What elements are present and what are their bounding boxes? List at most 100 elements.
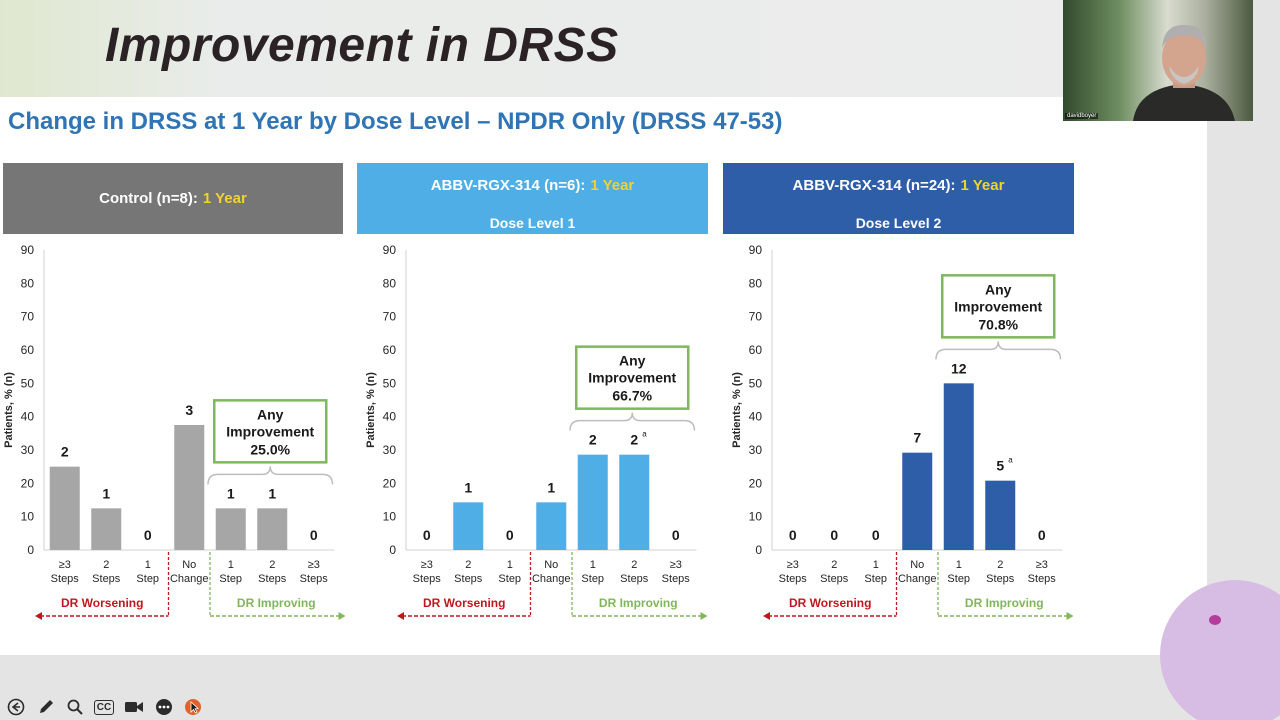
x-tick-label: Steps bbox=[258, 573, 287, 585]
worsening-arrowhead bbox=[35, 612, 42, 620]
bar-value-label: 0 bbox=[1038, 527, 1046, 543]
improvement-box-line1: Any bbox=[257, 406, 284, 422]
bar-value-label: 2 bbox=[589, 432, 597, 448]
x-tick-label: Steps bbox=[92, 573, 121, 585]
bar-value-label: 3 bbox=[185, 402, 193, 418]
x-tick-label: Steps bbox=[820, 573, 849, 585]
improvement-box-value: 66.7% bbox=[612, 388, 652, 404]
captions-button[interactable]: CC bbox=[93, 697, 115, 717]
presentation-toolbar: CC bbox=[0, 693, 220, 720]
y-tick-label: 20 bbox=[383, 476, 397, 490]
improvement-box-line2: Improvement bbox=[226, 423, 314, 439]
x-tick-label: Change bbox=[532, 573, 571, 585]
bar-value-label: 0 bbox=[144, 527, 152, 543]
video-camera-icon[interactable] bbox=[123, 697, 145, 717]
panel-header-label: Control (n=8): bbox=[99, 190, 198, 207]
search-icon[interactable] bbox=[64, 697, 86, 717]
y-tick-label: 80 bbox=[749, 276, 763, 290]
title-band bbox=[0, 0, 1207, 97]
improvement-box-line2: Improvement bbox=[954, 298, 1042, 314]
x-tick-label: 2 bbox=[997, 559, 1003, 571]
improvement-box bbox=[575, 345, 690, 410]
improving-label: DR Improving bbox=[965, 596, 1044, 610]
improving-arrowhead bbox=[700, 612, 708, 620]
worsening-label: DR Worsening bbox=[423, 596, 505, 610]
y-tick-label: 60 bbox=[21, 343, 35, 357]
x-tick-label: ≥3 bbox=[787, 559, 799, 571]
more-options-icon[interactable] bbox=[153, 697, 175, 717]
x-tick-label: Steps bbox=[662, 573, 691, 585]
x-tick-label: Step bbox=[947, 573, 970, 585]
captions-label: CC bbox=[93, 699, 115, 715]
x-tick-label: 1 bbox=[507, 559, 513, 571]
improving-label: DR Improving bbox=[599, 596, 678, 610]
x-tick-label: ≥3 bbox=[308, 559, 320, 571]
y-tick-label: 10 bbox=[21, 510, 35, 524]
bar-value-label: 12 bbox=[951, 360, 967, 376]
improvement-box-value: 25.0% bbox=[250, 441, 290, 457]
participant-video[interactable]: davidboyer bbox=[1063, 0, 1253, 121]
y-tick-label: 20 bbox=[749, 476, 763, 490]
y-tick-label: 10 bbox=[749, 510, 763, 524]
improving-label: DR Improving bbox=[237, 596, 316, 610]
panel-header-year: 1 Year bbox=[590, 177, 635, 194]
bar-value-label: 0 bbox=[506, 527, 514, 543]
bar-value-label: 1 bbox=[547, 479, 555, 495]
panel-sub-header: Dose Level 1 bbox=[489, 215, 576, 231]
x-tick-label: Step bbox=[219, 573, 242, 585]
x-tick-label: No bbox=[182, 559, 196, 571]
x-tick-label: Change bbox=[898, 573, 937, 585]
panel-sub-header: Dose Level 2 bbox=[855, 215, 942, 231]
y-tick-label: 90 bbox=[749, 243, 763, 257]
improving-arrowhead bbox=[338, 612, 346, 620]
y-axis-title: Patients, % (n) bbox=[365, 372, 377, 448]
bar-value-label: 1 bbox=[102, 485, 110, 501]
y-tick-label: 70 bbox=[749, 310, 763, 324]
improvement-bracket bbox=[569, 412, 696, 431]
pen-icon[interactable] bbox=[35, 697, 57, 717]
bar-label-superscript: a bbox=[1008, 456, 1013, 465]
x-tick-label: Steps bbox=[413, 573, 442, 585]
panel-header-year: 1 Year bbox=[202, 190, 247, 207]
back-icon[interactable] bbox=[5, 697, 27, 717]
presentation-slide: Improvement in DRSS Change in DRSS at 1 … bbox=[0, 0, 1207, 655]
bar-label-superscript: a bbox=[642, 430, 647, 439]
panel-header-control: Control (n=8): 1 Year bbox=[3, 163, 343, 234]
worsening-label: DR Worsening bbox=[61, 596, 143, 610]
x-tick-label: Step bbox=[498, 573, 521, 585]
y-tick-label: 60 bbox=[383, 343, 397, 357]
bar bbox=[49, 466, 80, 550]
bar-value-label: 1 bbox=[227, 485, 235, 501]
x-tick-label: Step bbox=[864, 573, 887, 585]
x-tick-label: Steps bbox=[779, 573, 808, 585]
bar bbox=[536, 502, 567, 550]
bar-value-label: 2 bbox=[61, 444, 69, 460]
x-tick-label: Step bbox=[581, 573, 604, 585]
y-tick-label: 60 bbox=[749, 343, 763, 357]
panel-header-dose1: ABBV-RGX-314 (n=6): 1 Year Dose Level 1 bbox=[357, 163, 708, 234]
x-tick-label: 2 bbox=[103, 559, 109, 571]
bar-value-label: 1 bbox=[464, 479, 472, 495]
x-tick-label: ≥3 bbox=[59, 559, 71, 571]
y-tick-label: 90 bbox=[383, 243, 397, 257]
y-tick-label: 0 bbox=[389, 543, 396, 557]
y-tick-label: 30 bbox=[749, 443, 763, 457]
y-tick-label: 50 bbox=[383, 376, 397, 390]
bar bbox=[902, 452, 933, 550]
bar bbox=[257, 508, 288, 550]
slide-title: Improvement in DRSS bbox=[105, 19, 619, 72]
x-tick-label: 1 bbox=[590, 559, 596, 571]
panel-header-label: ABBV-RGX-314 (n=6): bbox=[430, 177, 586, 194]
x-tick-label: Steps bbox=[620, 573, 649, 585]
laser-pointer-icon[interactable] bbox=[182, 697, 204, 717]
bar-value-label: 0 bbox=[789, 527, 797, 543]
x-tick-label: 1 bbox=[873, 559, 879, 571]
x-tick-label: ≥3 bbox=[670, 559, 682, 571]
x-tick-label: 1 bbox=[956, 559, 962, 571]
bar bbox=[943, 383, 974, 550]
x-tick-label: Step bbox=[136, 573, 159, 585]
y-tick-label: 0 bbox=[27, 543, 34, 557]
